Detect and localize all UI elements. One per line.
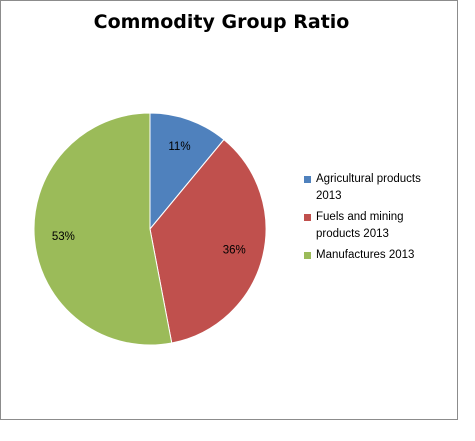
legend-item-fuels-mining: Fuels and mining products 2013 [304, 209, 454, 243]
pie-slice-1 [149, 138, 267, 344]
chart-title: Commodity Group Ratio [93, 11, 350, 33]
legend-label-line: Agricultural products [316, 173, 421, 185]
pie-data-labels: 11% 36% 53% [52, 141, 246, 256]
legend-label-line: products 2013 [316, 228, 389, 240]
legend-label-line: Manufactures 2013 [316, 249, 415, 261]
pie-chart: 11% 36% 53% [33, 112, 267, 346]
pie-slice-2 [33, 112, 173, 346]
legend-swatch [304, 214, 311, 221]
data-label-1: 36% [223, 245, 246, 257]
legend-item-manufactures: Manufactures 2013 [304, 247, 454, 264]
legend-swatch [304, 176, 311, 183]
chart-area: Commodity Group Ratio 11% 36% 53% Agricult… [0, 0, 458, 420]
legend: Agricultural products 2013 Fuels and min… [304, 171, 454, 268]
pie-slice-0 [149, 112, 225, 231]
legend-swatch [304, 252, 311, 259]
data-label-2: 53% [52, 231, 75, 243]
legend-item-agricultural: Agricultural products 2013 [304, 171, 454, 205]
data-label-0: 11% [168, 141, 190, 153]
legend-label-line: Fuels and mining [316, 211, 404, 223]
pie-slices [33, 112, 267, 346]
legend-label-line: 2013 [316, 190, 342, 202]
